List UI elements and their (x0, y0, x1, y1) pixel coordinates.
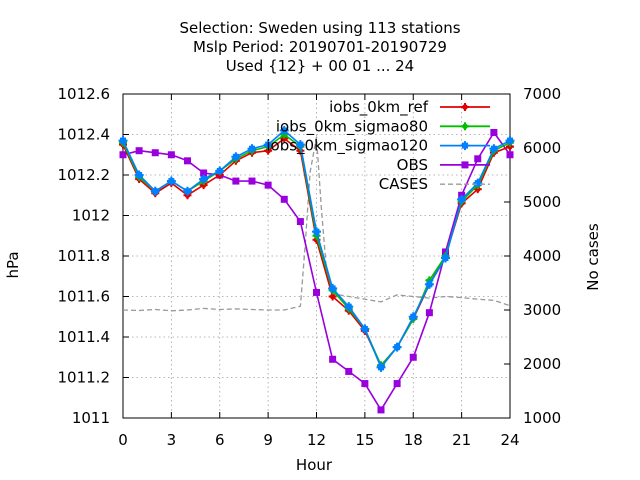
y2-tick-label: 6000 (523, 139, 561, 157)
x-axis-label: Hour (296, 456, 333, 474)
obs-point (232, 178, 239, 185)
legend-label: iobs_0km_sigmao120 (266, 137, 428, 156)
y-tick-label: 1011.4 (58, 328, 111, 346)
y-tick-label: 1011 (72, 409, 110, 427)
obs-point (249, 178, 256, 185)
legend: iobs_0km_refiobs_0km_sigmao80iobs_0km_si… (266, 98, 490, 193)
legend-label: OBS (397, 156, 428, 174)
y-tick-label: 1011.2 (58, 369, 111, 387)
y-tick-label: 1012.2 (58, 166, 111, 184)
chart-title: Selection: Sweden using 113 stations Msl… (179, 19, 460, 75)
y2-tick-label: 5000 (523, 193, 561, 211)
x-tick-label: 21 (452, 431, 471, 449)
y2-tick-label: 3000 (523, 301, 561, 319)
obs-point (361, 380, 368, 387)
obs-point (120, 151, 127, 158)
obs-point (410, 354, 417, 361)
obs-point (345, 368, 352, 375)
obs-point (152, 149, 159, 156)
obs-point (394, 380, 401, 387)
obs-point (265, 182, 272, 189)
legend-item-iobs_0km_sigmao120: iobs_0km_sigmao120 (266, 137, 490, 156)
obs-point (490, 129, 497, 136)
y2-tick-label: 4000 (523, 247, 561, 265)
x-tick-label: 6 (215, 431, 225, 449)
obs-point (329, 356, 336, 363)
title-line-1: Selection: Sweden using 113 stations (179, 19, 460, 37)
x-tick-label: 24 (500, 431, 519, 449)
y-tick-label: 1012.6 (58, 85, 111, 103)
x-tick-label: 0 (118, 431, 128, 449)
obs-point (462, 161, 469, 168)
y-tick-label: 1012.4 (58, 126, 111, 144)
x-tick-label: 3 (167, 431, 177, 449)
legend-label: iobs_0km_ref (329, 98, 429, 117)
legend-item-iobs_0km_ref: iobs_0km_ref (329, 98, 490, 117)
y2-tick-label: 1000 (523, 409, 561, 427)
legend-label: CASES (379, 175, 428, 193)
series-line-OBS (123, 133, 510, 410)
series-point (461, 103, 469, 111)
title-line-2: Mslp Period: 20190701-20190729 (193, 38, 447, 56)
series-line-iobs_0km_sigmao80 (123, 135, 510, 366)
x-tick-label: 15 (355, 431, 374, 449)
x-tick-label: 9 (263, 431, 273, 449)
obs-point (313, 289, 320, 296)
obs-point (378, 406, 385, 413)
x-tick-label: 12 (307, 431, 326, 449)
obs-point (281, 196, 288, 203)
obs-point (168, 151, 175, 158)
series-point (461, 122, 469, 130)
obs-point (474, 155, 481, 162)
obs-point (297, 218, 304, 225)
y-tick-label: 1011.6 (58, 288, 111, 306)
y2-tick-label: 2000 (523, 355, 561, 373)
legend-item-iobs_0km_sigmao80: iobs_0km_sigmao80 (276, 117, 490, 136)
x-tick-label: 18 (404, 431, 423, 449)
obs-point (136, 147, 143, 154)
title-line-3: Used {12} + 00 01 ... 24 (226, 57, 414, 75)
obs-point (426, 309, 433, 316)
obs-point (507, 151, 514, 158)
y2-axis-label: No cases (584, 223, 602, 291)
obs-point (184, 157, 191, 164)
y-tick-label: 1011.8 (58, 247, 111, 265)
y-tick-label: 1012 (72, 207, 110, 225)
legend-label: iobs_0km_sigmao80 (276, 117, 428, 136)
series-CASES (123, 137, 510, 311)
series-line-CASES (123, 137, 510, 311)
y2-tick-label: 7000 (523, 85, 561, 103)
y-axis-label: hPa (4, 251, 22, 278)
